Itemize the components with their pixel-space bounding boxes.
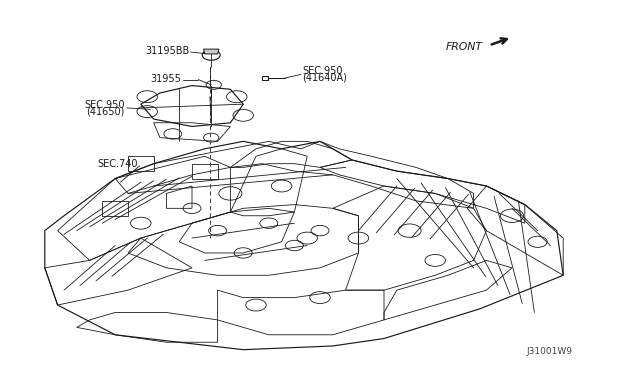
Text: 31955: 31955 — [150, 74, 181, 84]
Text: FRONT: FRONT — [446, 42, 483, 52]
Text: SEC.950: SEC.950 — [84, 100, 125, 110]
Polygon shape — [204, 49, 219, 54]
Text: 31195BB: 31195BB — [145, 46, 189, 56]
Text: (41640A): (41640A) — [302, 73, 347, 82]
Text: SEC.950: SEC.950 — [302, 66, 342, 76]
Text: J31001W9: J31001W9 — [527, 347, 573, 356]
Text: SEC.740: SEC.740 — [97, 160, 138, 169]
Text: (41650): (41650) — [86, 107, 125, 116]
